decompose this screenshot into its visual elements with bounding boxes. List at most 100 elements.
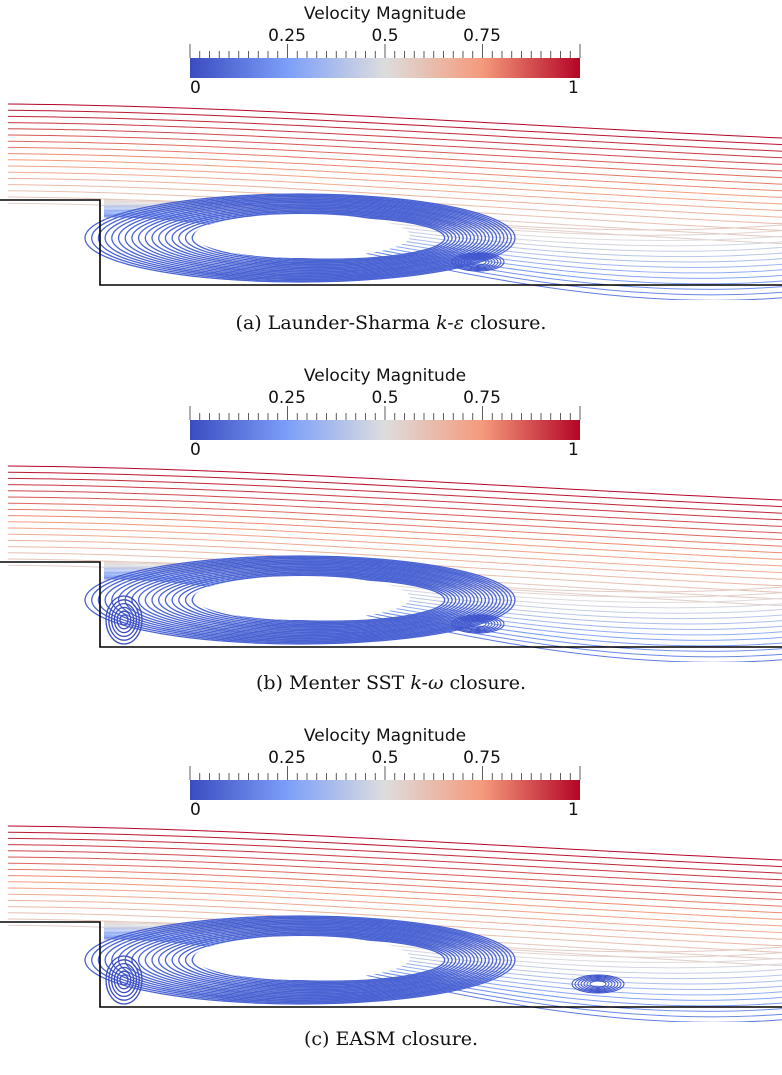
recirculation-streamline bbox=[111, 560, 501, 640]
secondary-eddy-streamline bbox=[460, 617, 496, 631]
streamline bbox=[7, 103, 782, 139]
streamline bbox=[7, 887, 782, 927]
corner-vortex-streamline bbox=[105, 595, 143, 645]
recirculation-streamline bbox=[117, 199, 498, 277]
streamline bbox=[7, 171, 782, 212]
secondary-eddy-streamline bbox=[466, 619, 490, 629]
recirculation-core bbox=[194, 576, 410, 620]
streamline bbox=[7, 477, 782, 514]
streamline bbox=[7, 893, 782, 934]
recirculation-streamline bbox=[178, 572, 464, 628]
streamline bbox=[7, 471, 782, 508]
streamline-plot bbox=[0, 766, 782, 1022]
colorbar-tick-label: 0.75 bbox=[463, 748, 501, 768]
recirculation-streamline bbox=[124, 200, 494, 276]
recirculation-streamline bbox=[178, 932, 464, 988]
streamline bbox=[7, 484, 782, 521]
recirculation-streamline bbox=[131, 563, 490, 637]
recirculation-streamline bbox=[91, 556, 512, 644]
colorbar-min-label: 0 bbox=[190, 440, 201, 460]
streamline bbox=[7, 527, 782, 567]
streamline bbox=[7, 521, 782, 560]
recirculation-streamline bbox=[84, 915, 516, 1005]
recirculation-streamline bbox=[184, 573, 461, 627]
secondary-eddy-streamline bbox=[469, 620, 487, 628]
corner-vortex-streamline bbox=[105, 955, 143, 1005]
secondary-eddy-streamline bbox=[580, 977, 616, 991]
secondary-eddy-streamline bbox=[571, 974, 625, 994]
secondary-eddy-streamline bbox=[577, 976, 619, 992]
recirculation-streamline bbox=[191, 212, 457, 264]
colorbar-title: Velocity Magnitude bbox=[303, 366, 467, 386]
recirculation-streamline bbox=[137, 202, 487, 274]
recirculation-streamline bbox=[91, 916, 512, 1004]
colorbar-max-label: 1 bbox=[568, 440, 579, 460]
secondary-eddy-streamline bbox=[457, 254, 499, 270]
colorbar-min-label: 0 bbox=[190, 800, 201, 820]
colorbar-tick-label: 0.25 bbox=[268, 388, 306, 408]
panel-caption: (b) Menter SST k-ω closure. bbox=[255, 672, 527, 694]
streamline bbox=[7, 128, 782, 165]
recirculation-streamline bbox=[151, 567, 479, 633]
streamline bbox=[7, 875, 782, 914]
recirculation-streamline bbox=[191, 934, 457, 986]
streamline bbox=[7, 140, 782, 179]
corner-vortex-streamline bbox=[119, 974, 129, 986]
recirculation-streamline bbox=[164, 207, 472, 269]
streamline bbox=[7, 844, 782, 881]
streamline bbox=[7, 837, 782, 874]
recirculation-streamline bbox=[171, 208, 468, 268]
streamline bbox=[7, 146, 782, 185]
streamline bbox=[7, 165, 782, 205]
recirculation-streamline bbox=[137, 564, 487, 636]
corner-vortex-streamline bbox=[108, 959, 140, 1001]
recirculation-core bbox=[194, 936, 410, 980]
corner-vortex-streamline bbox=[119, 614, 129, 626]
corner-vortex-streamline bbox=[116, 610, 132, 630]
colorbar bbox=[190, 58, 580, 78]
colorbar-tick-label: 0.25 bbox=[268, 748, 306, 768]
recirculation-streamline bbox=[178, 210, 464, 266]
streamline bbox=[7, 856, 782, 894]
streamline-plot bbox=[0, 406, 782, 662]
recirculation-streamline bbox=[97, 917, 509, 1003]
step-wall bbox=[0, 561, 782, 648]
streamline bbox=[7, 159, 782, 198]
secondary-eddy-streamline bbox=[451, 252, 505, 272]
streamline bbox=[7, 109, 782, 146]
recirculation-streamline bbox=[158, 568, 475, 632]
recirculation-streamline bbox=[117, 561, 498, 639]
streamline bbox=[7, 515, 782, 554]
streamline bbox=[7, 134, 782, 172]
secondary-eddy-streamline bbox=[589, 980, 607, 988]
streamline bbox=[7, 508, 782, 547]
colorbar-tick-label: 0.75 bbox=[463, 388, 501, 408]
recirculation-streamline bbox=[158, 206, 475, 270]
streamline bbox=[7, 825, 782, 861]
step-wall bbox=[0, 199, 782, 286]
streamline bbox=[7, 533, 782, 574]
recirculation-streamline bbox=[104, 558, 505, 642]
recirculation-streamline bbox=[137, 924, 487, 996]
streamline bbox=[7, 122, 782, 159]
streamline bbox=[103, 569, 782, 625]
recirculation-streamline bbox=[151, 927, 479, 993]
recirculation-streamline bbox=[91, 194, 512, 282]
secondary-eddy-streamline bbox=[460, 255, 496, 269]
recirculation-streamline bbox=[191, 574, 457, 626]
recirculation-streamline bbox=[184, 933, 461, 987]
secondary-eddy-streamline bbox=[454, 253, 502, 271]
corner-vortex-streamline bbox=[116, 970, 132, 990]
streamline bbox=[7, 881, 782, 920]
secondary-eddy-streamline bbox=[451, 614, 505, 634]
recirculation-streamline bbox=[104, 918, 505, 1002]
colorbar-max-label: 1 bbox=[568, 800, 579, 820]
recirculation-streamline bbox=[104, 196, 505, 280]
streamline bbox=[7, 868, 782, 907]
recirculation-streamline bbox=[97, 557, 509, 643]
recirculation-streamline bbox=[131, 201, 490, 275]
panel-c: Velocity Magnitude 0.25 0.5 0.75 0 1 (c)… bbox=[0, 722, 782, 1075]
secondary-eddy-streamline bbox=[586, 979, 610, 989]
recirculation-streamline bbox=[184, 211, 461, 265]
streamline bbox=[7, 862, 782, 901]
